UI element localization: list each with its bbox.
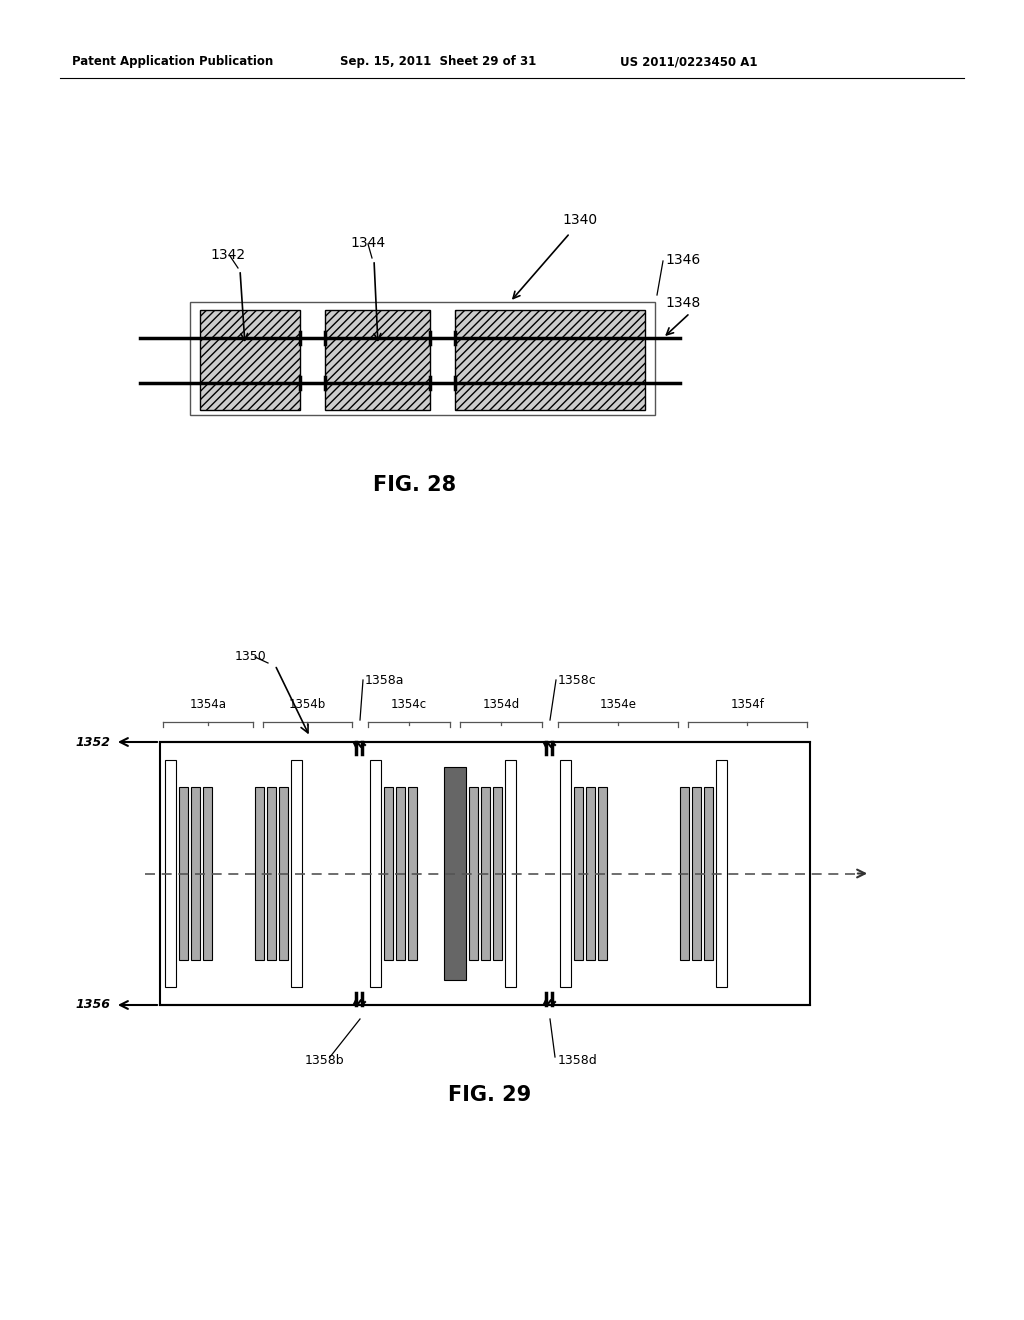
Bar — [455, 310, 645, 411]
Text: 1354b: 1354b — [289, 697, 326, 710]
Text: 1354e: 1354e — [599, 697, 636, 710]
Text: 1354a: 1354a — [189, 697, 226, 710]
Text: 1344: 1344 — [350, 236, 385, 249]
Bar — [396, 787, 406, 960]
Bar — [384, 787, 393, 960]
Bar — [291, 760, 301, 987]
Bar — [408, 787, 417, 960]
Bar — [703, 787, 713, 960]
Text: 1358d: 1358d — [558, 1053, 598, 1067]
Text: 1340: 1340 — [562, 213, 597, 227]
Text: Patent Application Publication: Patent Application Publication — [72, 55, 273, 69]
Bar — [165, 760, 176, 987]
Text: 1354d: 1354d — [482, 697, 519, 710]
Bar — [160, 742, 810, 1005]
Bar — [505, 760, 516, 987]
Bar — [691, 787, 700, 960]
Bar — [190, 302, 655, 414]
Text: 1354f: 1354f — [730, 697, 764, 710]
Text: 1358b: 1358b — [305, 1053, 345, 1067]
Bar — [481, 787, 490, 960]
Text: 1348: 1348 — [665, 296, 700, 310]
Text: FIG. 29: FIG. 29 — [449, 1085, 531, 1105]
Bar — [179, 787, 188, 960]
Text: 1354c: 1354c — [391, 697, 427, 710]
Bar — [325, 310, 430, 411]
Bar — [586, 787, 595, 960]
Text: 1358a: 1358a — [365, 673, 404, 686]
Bar — [469, 787, 478, 960]
Text: 1350: 1350 — [234, 651, 266, 664]
Bar — [279, 787, 288, 960]
Text: 1352: 1352 — [75, 735, 110, 748]
Text: 1358c: 1358c — [558, 673, 597, 686]
Text: Sep. 15, 2011  Sheet 29 of 31: Sep. 15, 2011 Sheet 29 of 31 — [340, 55, 537, 69]
Text: 1346: 1346 — [665, 253, 700, 267]
Bar — [370, 760, 381, 987]
Text: 1356: 1356 — [75, 998, 110, 1011]
Bar — [191, 787, 200, 960]
Bar — [444, 767, 466, 979]
Bar — [255, 787, 263, 960]
Text: FIG. 28: FIG. 28 — [374, 475, 457, 495]
Bar — [200, 310, 300, 411]
Bar — [493, 787, 502, 960]
Bar — [574, 787, 583, 960]
Text: US 2011/0223450 A1: US 2011/0223450 A1 — [620, 55, 758, 69]
Bar — [716, 760, 726, 987]
Bar — [680, 787, 688, 960]
Bar — [203, 787, 212, 960]
Text: 1342: 1342 — [210, 248, 245, 261]
Bar — [598, 787, 607, 960]
Bar — [560, 760, 571, 987]
Bar — [266, 787, 275, 960]
